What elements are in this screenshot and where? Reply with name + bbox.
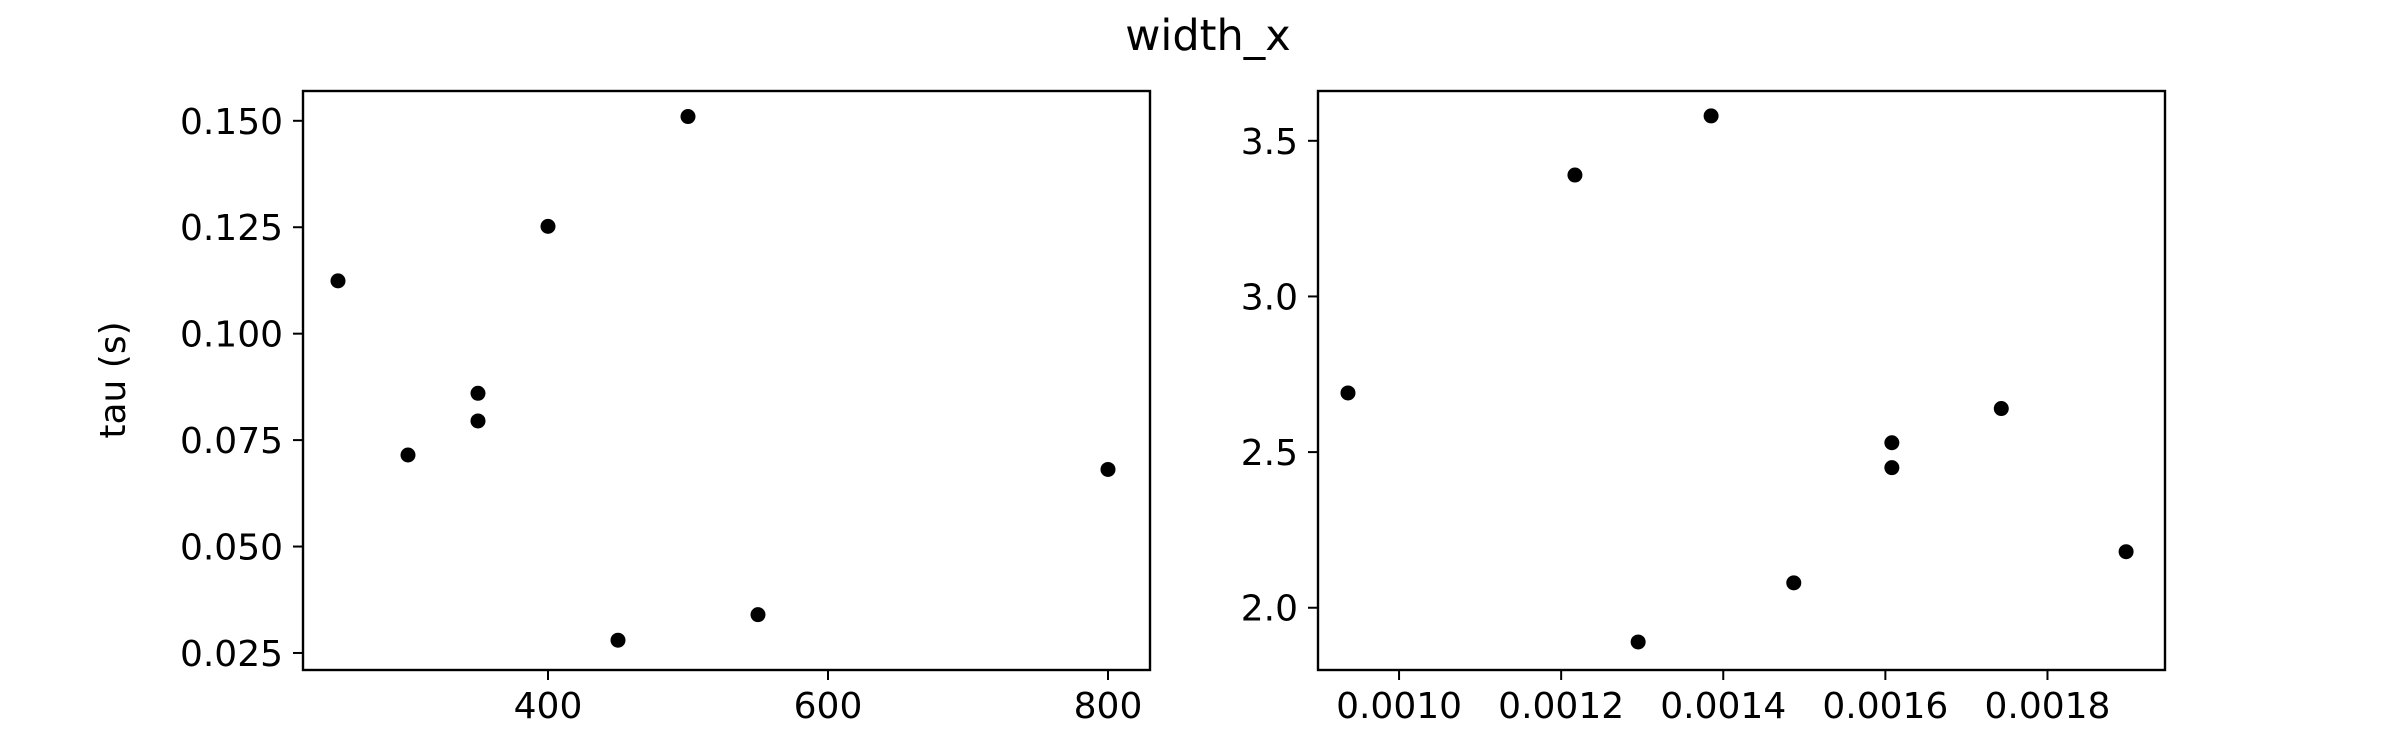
left-y-tick-label: 0.100 (180, 315, 283, 356)
right-scatter-point (1884, 460, 1900, 476)
left-scatter-point (1100, 461, 1116, 477)
right-x-tick-label: 0.0016 (1822, 686, 1948, 727)
right-y-tick-label: 2.5 (1241, 433, 1298, 474)
right-plot-frame (1316, 89, 2167, 672)
right-y-tick-label: 3.0 (1241, 277, 1298, 318)
left-y-tick-label: 0.150 (180, 102, 283, 143)
right-y-tick-label: 3.5 (1241, 122, 1298, 163)
right-x-tick-label: 0.0018 (1984, 686, 2110, 727)
left-y-tick-label: 0.125 (180, 208, 283, 249)
left-y-tick-label: 0.050 (180, 528, 283, 569)
left-scatter-point (400, 447, 416, 463)
left-y-tick-label: 0.025 (180, 634, 283, 675)
right-scatter-point (1786, 575, 1802, 591)
figure-suptitle: width_x (1125, 11, 1290, 61)
left-scatter-point (330, 273, 346, 289)
right-scatter-point (1340, 385, 1356, 401)
right-y-tick-label: 2.0 (1241, 589, 1298, 630)
left-scatter-point (540, 218, 556, 234)
left-plot-frame (301, 89, 1152, 672)
left-scatter-point (680, 109, 696, 125)
left-x-tick-label: 800 (1074, 686, 1143, 727)
right-scatter-point (1567, 167, 1583, 183)
left-x-tick-label: 400 (514, 686, 583, 727)
left-scatter-panel: tau (s) 400 600 800 0.025 0.050 0.075 0.100 0.1… (93, 89, 1152, 727)
right-x-tick-label: 0.0014 (1660, 686, 1786, 727)
right-scatter-point (1884, 435, 1900, 451)
left-x-tick-label: 600 (794, 686, 863, 727)
left-scatter-point (470, 385, 486, 401)
right-scatter-point (1703, 108, 1719, 124)
right-x-tick-label: 0.0012 (1498, 686, 1624, 727)
right-scatter-point (1993, 401, 2009, 417)
right-scatter-point (2118, 544, 2134, 560)
left-scatter-point (750, 607, 766, 623)
left-scatter-point (610, 632, 626, 648)
left-y-axis-label: tau (s) (93, 321, 134, 438)
right-scatter-panel: 0.0010 0.0012 0.0014 0.0016 0.0018 2.0 2.5 3.0 3… (1241, 89, 2167, 727)
left-y-tick-label: 0.075 (180, 421, 283, 462)
right-scatter-point (1630, 634, 1646, 650)
right-x-tick-label: 0.0010 (1336, 686, 1462, 727)
left-scatter-point (470, 413, 486, 429)
